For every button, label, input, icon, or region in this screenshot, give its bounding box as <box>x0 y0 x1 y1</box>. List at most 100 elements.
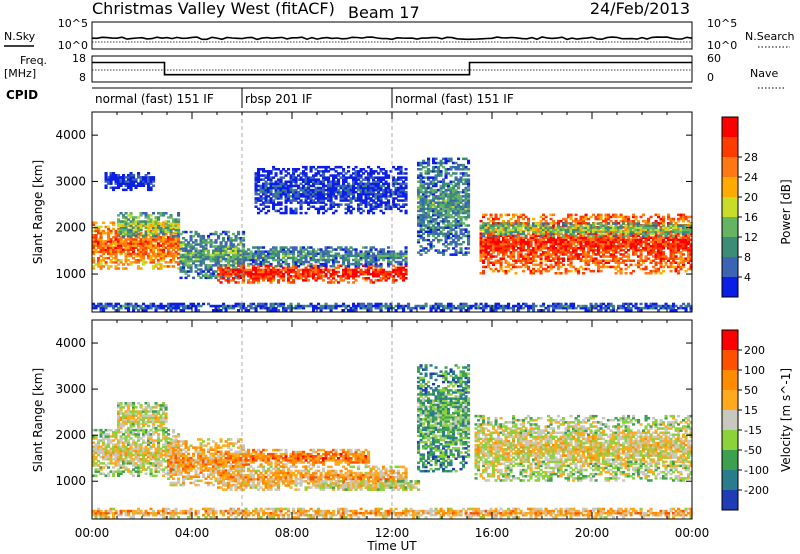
range-gate-cell <box>429 240 433 244</box>
range-gate-cell <box>369 250 373 253</box>
range-gate-cell <box>597 244 601 248</box>
range-gate-cell <box>334 176 338 179</box>
range-gate-cell <box>572 257 576 260</box>
range-gate-cell <box>419 205 423 208</box>
range-gate-cell <box>124 180 128 183</box>
range-gate-cell <box>342 188 346 192</box>
range-gate-cell <box>634 215 638 219</box>
range-gate-cell <box>354 180 358 183</box>
range-gate-cell <box>302 195 306 198</box>
range-gate-cell <box>489 219 493 223</box>
range-gate-cell <box>359 186 363 190</box>
range-gate-cell <box>357 260 361 264</box>
range-gate-cell <box>384 188 388 192</box>
range-gate-cell <box>662 257 666 260</box>
range-gate-cell <box>142 224 146 227</box>
range-gate-cell <box>327 256 331 260</box>
range-gate-cell <box>152 240 156 243</box>
range-gate-cell <box>162 242 166 245</box>
range-gate-cell <box>512 244 516 248</box>
range-gate-cell <box>172 252 176 256</box>
range-gate-cell <box>299 248 303 251</box>
range-gate-cell <box>522 244 526 248</box>
range-gate-cell <box>582 236 586 239</box>
range-gate-cell <box>374 256 378 260</box>
range-gate-cell <box>169 250 173 254</box>
range-gate-cell <box>587 217 591 221</box>
range-gate-cell <box>429 205 433 208</box>
range-gate-cell <box>504 234 508 237</box>
range-gate-cell <box>632 259 636 262</box>
range-gate-cell <box>399 205 403 208</box>
range-gate-cell <box>339 197 343 200</box>
range-gate-cell <box>437 209 441 213</box>
range-gate-cell <box>432 228 436 231</box>
range-gate-cell <box>584 222 588 225</box>
range-gate-cell <box>262 246 266 249</box>
range-gate-cell <box>397 268 401 272</box>
range-gate-cell <box>227 262 231 265</box>
range-gate-cell <box>189 237 193 240</box>
range-gate-cell <box>364 203 368 206</box>
range-gate-cell <box>137 240 141 243</box>
range-gate-cell <box>134 222 138 225</box>
range-gate-cell <box>269 197 273 200</box>
range-gate-cell <box>497 240 501 244</box>
range-gate-cell <box>574 253 578 256</box>
range-gate-cell <box>569 255 573 258</box>
range-gate-cell <box>304 193 308 196</box>
range-gate-cell <box>457 168 461 171</box>
range-gate-cell <box>234 251 238 255</box>
range-gate-cell <box>432 178 436 181</box>
range-gate-cell <box>249 272 253 276</box>
range-gate-cell <box>189 251 193 255</box>
range-gate-cell <box>264 170 268 173</box>
range-gate-cell <box>657 247 661 250</box>
range-gate-cell <box>319 170 323 173</box>
range-gate-cell <box>664 257 668 260</box>
range-gate-cell <box>104 261 108 264</box>
range-gate-cell <box>432 157 436 161</box>
range-gate-cell <box>312 178 316 181</box>
range-gate-cell <box>379 279 383 282</box>
range-gate-cell <box>317 172 321 175</box>
range-gate-cell <box>242 281 246 284</box>
range-gate-cell <box>272 254 276 258</box>
range-gate-cell <box>447 209 451 213</box>
range-gate-cell <box>174 220 178 223</box>
range-gate-cell <box>184 251 188 255</box>
range-gate-cell <box>129 234 133 238</box>
range-gate-cell <box>514 236 518 239</box>
range-gate-cell <box>269 193 273 196</box>
range-gate-cell <box>329 254 333 258</box>
range-gate-cell <box>372 260 376 264</box>
range-gate-cell <box>224 257 228 261</box>
range-gate-cell <box>314 260 318 264</box>
range-gate-cell <box>264 195 268 198</box>
range-gate-cell <box>192 276 196 280</box>
range-gate-cell <box>112 178 116 181</box>
range-gate-cell <box>597 253 601 256</box>
range-gate-cell <box>142 246 146 249</box>
range-gate-cell <box>507 238 511 242</box>
range-gate-cell <box>392 270 396 274</box>
range-gate-cell <box>152 184 156 187</box>
range-gate-cell <box>482 265 486 269</box>
range-gate-cell <box>539 222 543 225</box>
range-gate-cell <box>147 238 151 241</box>
range-gate-cell <box>379 205 383 208</box>
range-gate-cell <box>599 251 603 254</box>
range-gate-cell <box>459 199 463 202</box>
range-gate-cell <box>109 178 113 181</box>
range-gate-cell <box>147 240 151 243</box>
range-gate-cell <box>439 159 443 163</box>
range-gate-cell <box>602 236 606 239</box>
range-gate-cell <box>304 178 308 181</box>
range-gate-cell <box>654 234 658 237</box>
range-gate-cell <box>227 281 231 284</box>
range-gate-cell <box>567 213 571 217</box>
range-gate-cell <box>574 222 578 225</box>
range-gate-cell <box>652 238 656 242</box>
range-gate-cell <box>447 197 451 200</box>
range-gate-cell <box>374 193 378 196</box>
